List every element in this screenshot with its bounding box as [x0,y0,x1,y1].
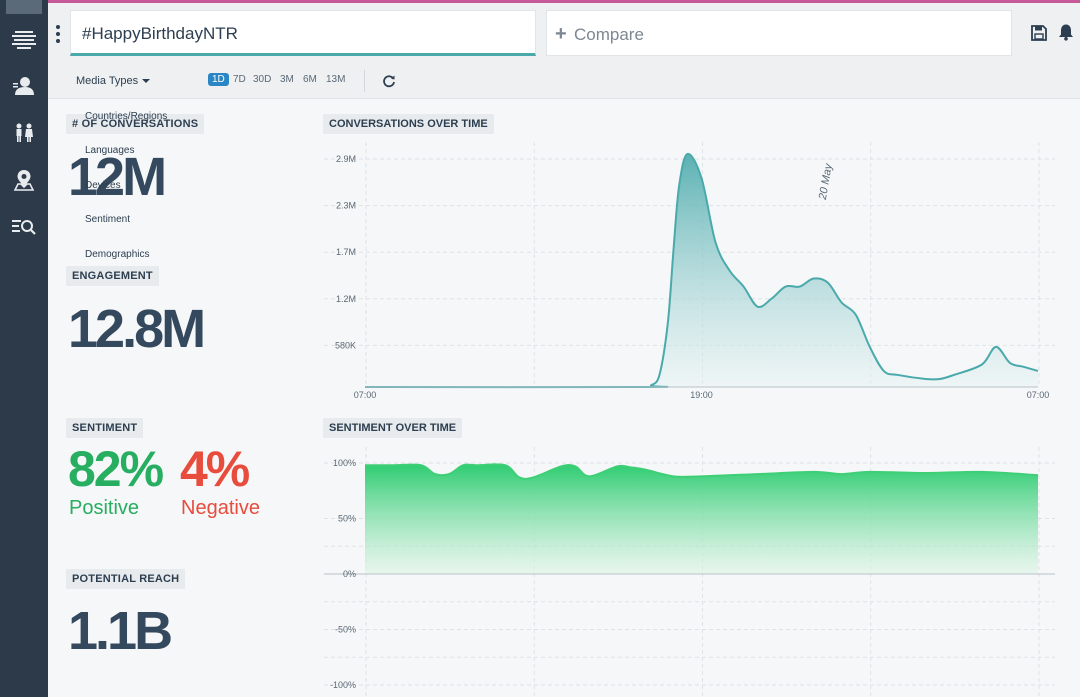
sidebar [0,0,48,697]
compare-input[interactable]: + Compare [546,10,1012,56]
range-6m[interactable]: 6M [303,74,317,85]
range-3m[interactable]: 3M [280,74,294,85]
conversations-y-tick-label: 2.3M [336,201,356,211]
search-input-value: #HappyBirthdayNTR [82,24,238,43]
conversations-y-tick-label: 580K [335,340,356,350]
sidebar-logo-block [6,0,42,14]
positive-value: 82% [68,441,164,497]
people-icon[interactable] [12,121,36,145]
conversations-y-tick-label: 2.9M [336,154,356,164]
conversations-title: # OF CONVERSATIONS [66,114,205,134]
location-icon[interactable] [12,168,36,192]
conversations-chart: 580K 1.2M 1.7M 2.3M 2.9M 07:00 19:00 07:00 20 … [324,142,1055,400]
filter-bar: Media Types 1D 7D 30D 3M 6M 13M [48,63,1080,99]
menu-item-languages[interactable]: Languages [85,145,135,156]
reach-value: 1.1B [68,601,173,661]
sentiment-y-tick-label: 50% [338,514,356,524]
sentiment-title: SENTIMENT [66,418,144,438]
topbar: #HappyBirthdayNTR + Compare [48,3,1080,63]
sentiment-y-tick-label: -100% [330,680,356,690]
positive-label: Positive [69,497,140,519]
range-30d[interactable]: 30D [253,74,272,85]
media-types-dropdown[interactable]: Media Types [76,75,151,87]
conversations-y-tick-label: 1.2M [336,294,356,304]
menu-item-demographics[interactable]: Demographics [85,249,150,260]
sentiment-y-tick-label: -50% [335,625,356,635]
logo-icon[interactable] [12,27,36,51]
menu-item-countries[interactable]: Countries/Regions [85,111,168,122]
conversations-y-axis: 580K 1.2M 1.7M 2.3M 2.9M [335,154,356,350]
engagement-value: 12.8M [68,299,206,359]
date-annotation: 20 May [817,161,836,201]
sentiment-y-tick-label: 100% [333,458,356,468]
conversations-x-tick-label: 07:00 [354,390,377,400]
search-input[interactable]: #HappyBirthdayNTR [70,10,536,56]
range-1d[interactable]: 1D [208,73,229,86]
sentiment-y-tick-label: 0% [343,569,356,579]
sentiment-y-axis: 100% 50% 0% -50% -100% [330,458,356,690]
menu-item-sentiment[interactable]: Sentiment [85,214,131,225]
top-accent-bar [0,0,1080,3]
conversations-chart-title: CONVERSATIONS OVER TIME [323,114,494,134]
conversations-value: 12M [68,147,167,207]
conversations-x-tick-label: 19:00 [690,390,713,400]
sentiment-line [365,463,1039,480]
sentiment-chart-title: SENTIMENT OVER TIME [323,418,463,438]
engagement-title: ENGAGEMENT [66,266,159,286]
save-icon[interactable] [1031,25,1047,41]
range-7d[interactable]: 7D [233,74,246,85]
more-options-icon[interactable] [56,25,62,45]
conversations-x-tick-label: 07:00 [1027,390,1050,400]
compare-label: Compare [574,25,644,44]
conversations-y-tick-label: 1.7M [336,247,356,257]
negative-label: Negative [181,497,260,519]
search-list-icon[interactable] [12,215,36,239]
bell-icon[interactable] [1057,23,1075,41]
media-types-label: Media Types [76,75,139,87]
chevron-down-icon [142,79,151,84]
menu-item-devices[interactable]: Devices [85,180,121,191]
sentiment-area [365,464,1038,574]
conversations-area [365,153,1038,388]
conversations-line [364,152,1039,389]
plus-icon: + [555,23,567,45]
conversations-x-axis: 07:00 19:00 07:00 [354,390,1050,400]
refresh-icon[interactable] [382,74,396,88]
filter-divider [364,70,365,92]
negative-value: 4% [180,441,250,497]
sentiment-chart: 100% 50% 0% -50% -100% [324,447,1055,697]
range-13m[interactable]: 13M [326,74,346,85]
reach-title: POTENTIAL REACH [66,569,186,589]
user-profile-icon[interactable] [12,74,36,98]
